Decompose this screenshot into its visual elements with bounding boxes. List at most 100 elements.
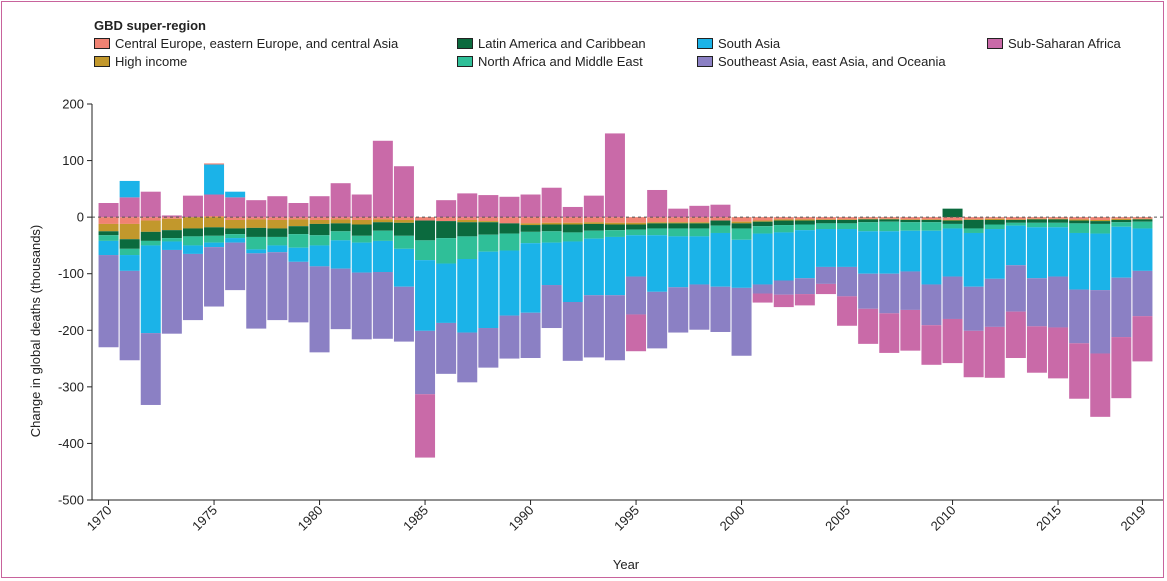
x-tick-label: 1980 — [295, 503, 326, 534]
bar-segment — [541, 285, 562, 329]
legend-item-southeast-asia: Southeast Asia, east Asia, and Oceania — [697, 54, 946, 69]
bar-segment — [837, 296, 858, 326]
bar-segment — [562, 232, 583, 242]
bar-segment — [731, 239, 752, 288]
bar-segment — [583, 238, 604, 296]
legend-label: South Asia — [718, 36, 781, 51]
bar-segment — [668, 287, 689, 333]
bar-segment — [562, 302, 583, 361]
bar-segment — [773, 219, 794, 221]
bar-segment — [942, 208, 963, 218]
bar-segment — [98, 217, 119, 224]
bar-segment — [119, 255, 140, 271]
bar-segment — [626, 217, 647, 223]
bar-segment — [668, 223, 689, 229]
bar-segment — [858, 217, 879, 219]
x-tick-label: 1990 — [506, 503, 537, 534]
bar-segment — [393, 235, 414, 249]
bar-segment — [963, 219, 984, 220]
bar-segment — [583, 195, 604, 218]
y-tick-label: 100 — [62, 153, 84, 168]
bar-segment — [140, 333, 161, 405]
bar-segment — [1132, 218, 1153, 220]
bar-segment — [921, 217, 942, 220]
bar-segment — [182, 217, 203, 229]
bar-segment — [1090, 221, 1111, 224]
bar-segment — [204, 164, 225, 195]
bar-segment — [1090, 290, 1111, 354]
bar-segment — [541, 224, 562, 232]
x-tick-label: 1975 — [189, 503, 220, 534]
legend-swatch — [94, 56, 110, 67]
bar-segment — [731, 217, 752, 222]
bar-segment — [583, 222, 604, 224]
bar-segment — [161, 230, 182, 239]
bar-segment — [225, 228, 246, 235]
bar-segment — [1026, 218, 1047, 220]
x-tick-label: 2000 — [717, 503, 748, 534]
bar-segment — [309, 245, 330, 267]
bar-segment — [161, 215, 182, 218]
bar-segment — [689, 222, 710, 224]
bar-segment — [1132, 221, 1153, 229]
bar-segment — [309, 217, 330, 220]
bar-segment — [457, 236, 478, 260]
bar-segment — [1132, 217, 1153, 219]
legend-item-south-asia: South Asia — [697, 36, 780, 51]
bar-segment — [815, 283, 836, 295]
bar-segment — [963, 232, 984, 287]
bar-segment — [457, 222, 478, 237]
bar-segment — [900, 217, 921, 220]
bar-segment — [98, 235, 119, 241]
bar-segment — [457, 219, 478, 223]
bar-segment — [815, 217, 836, 220]
bar-segment — [773, 294, 794, 308]
bar-segment — [267, 236, 288, 246]
bar-segment — [773, 217, 794, 220]
legend-label: High income — [115, 54, 188, 69]
bar-segment — [499, 250, 520, 316]
bar-segment — [1069, 223, 1090, 233]
bar-segment — [204, 247, 225, 307]
bar-segment — [752, 226, 773, 234]
bar-segment — [583, 223, 604, 231]
bar-segment — [1026, 222, 1047, 228]
bar-segment — [1111, 226, 1132, 278]
bar-segment — [436, 322, 457, 374]
bar-segment — [225, 234, 246, 239]
bar-segment — [963, 217, 984, 220]
bar-segment — [1111, 277, 1132, 338]
bar-segment — [604, 217, 625, 223]
legend-swatch — [94, 38, 110, 49]
y-axis-label: Change in global deaths (thousands) — [28, 225, 43, 437]
bar-segment — [140, 220, 161, 232]
legend-label: North Africa and Middle East — [478, 54, 643, 69]
bar-segment — [710, 217, 731, 221]
bar-segment — [773, 225, 794, 233]
bar-segment — [267, 219, 288, 229]
bar-segment — [1005, 311, 1026, 359]
legend-swatch — [697, 38, 713, 49]
bar-segment — [900, 230, 921, 272]
bar-segment — [837, 266, 858, 297]
bar-segment — [415, 220, 436, 241]
bar-segment — [351, 235, 372, 243]
bar-segment — [794, 217, 815, 220]
bar-segment — [1048, 276, 1069, 328]
bar-segment — [689, 223, 710, 229]
bar-segment — [752, 221, 773, 227]
bar-segment — [520, 194, 541, 218]
bar-segment — [668, 208, 689, 218]
bar-segment — [499, 196, 520, 218]
bar-segment — [752, 284, 773, 294]
bar-segment — [668, 222, 689, 224]
bar-segment — [182, 195, 203, 218]
legend-label: Sub-Saharan Africa — [1008, 36, 1121, 51]
y-tick-label: -500 — [58, 493, 84, 508]
bar-segment — [204, 217, 225, 228]
bar-segment — [478, 195, 499, 218]
bar-segment — [309, 266, 330, 353]
bar-segment — [267, 245, 288, 253]
bar-segment — [351, 219, 372, 225]
